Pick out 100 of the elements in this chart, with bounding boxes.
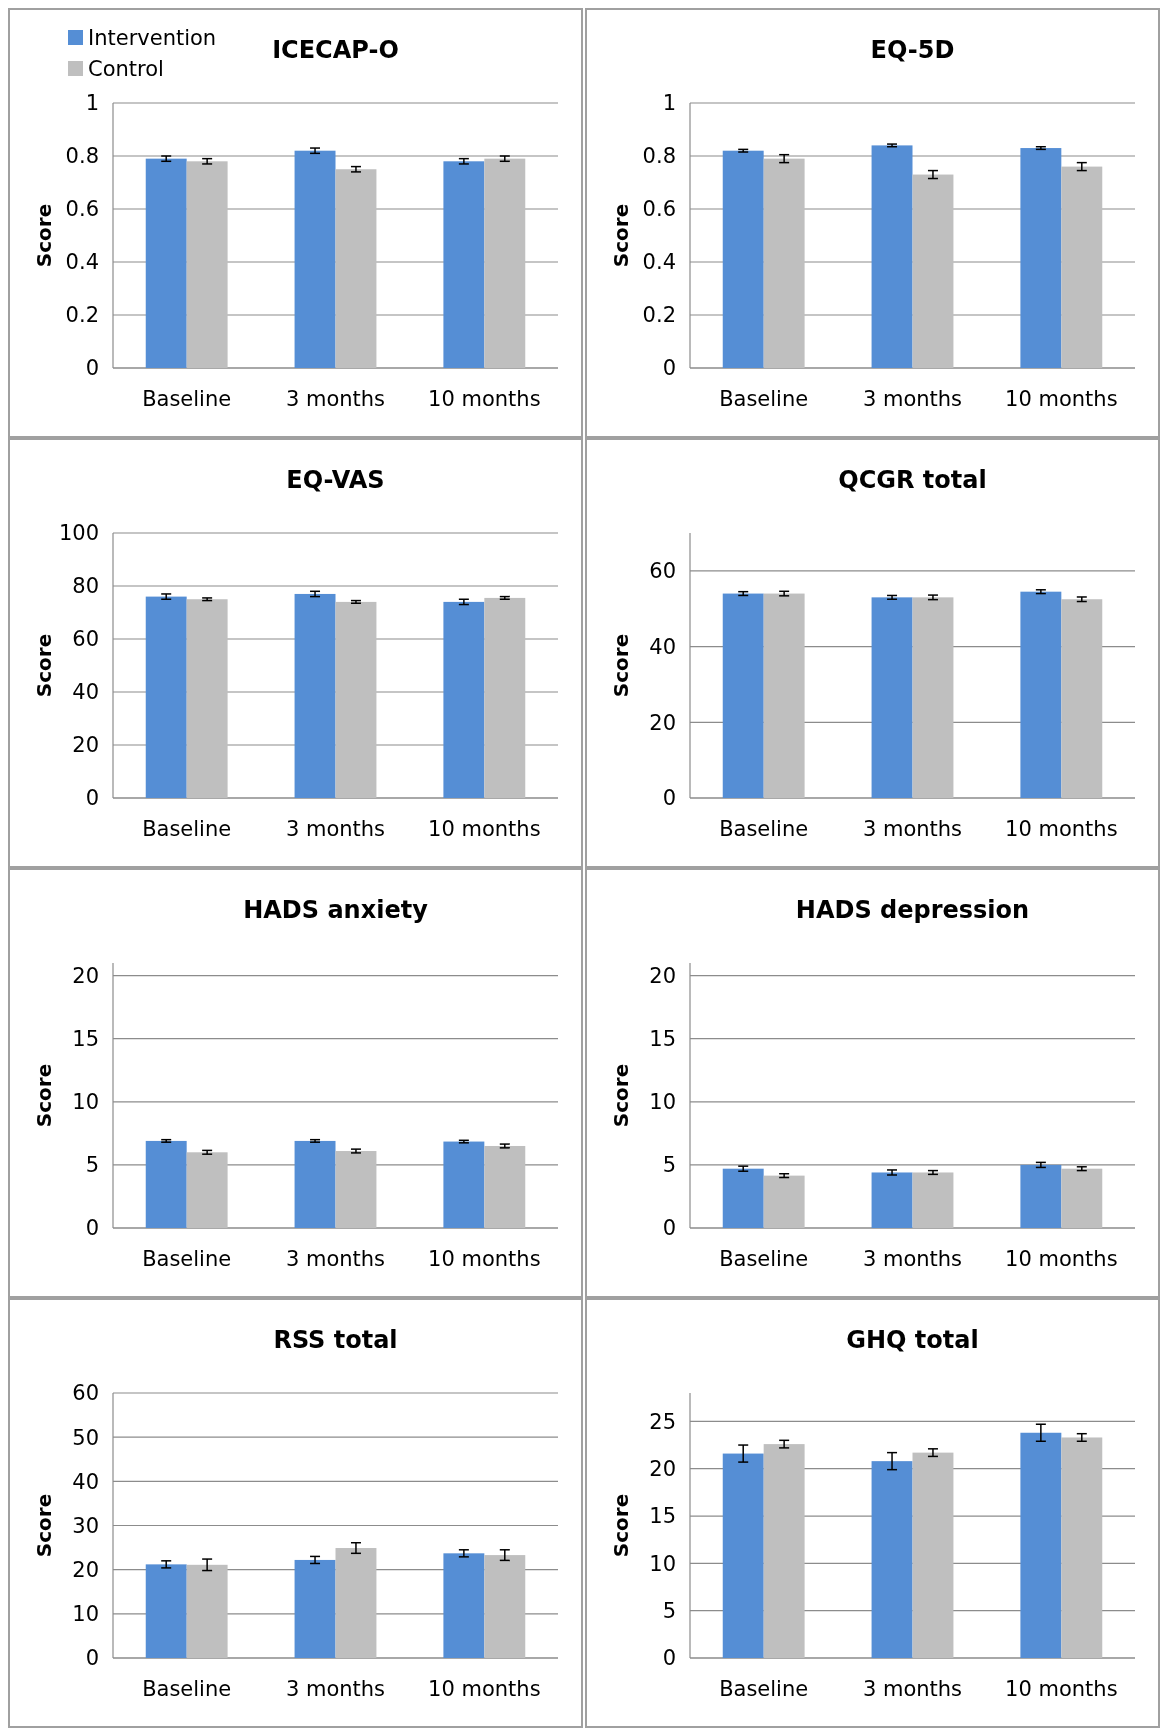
y-tick-label: 0 bbox=[85, 1216, 99, 1241]
y-tick-label: 0.8 bbox=[642, 144, 676, 169]
y-axis-title: Score bbox=[609, 633, 633, 698]
bar bbox=[1061, 1437, 1103, 1658]
legend-label: Intervention bbox=[88, 26, 217, 51]
x-tick-label: 3 months bbox=[285, 387, 386, 411]
chart-title: QCGR total bbox=[838, 466, 987, 494]
legend-label: Control bbox=[88, 57, 164, 82]
y-tick-label: 20 bbox=[72, 1558, 99, 1583]
y-tick-label: 30 bbox=[72, 1513, 99, 1538]
y-tick-label: 0.4 bbox=[642, 250, 676, 275]
x-tick-label: Baseline bbox=[142, 817, 232, 841]
y-tick-label: 0 bbox=[662, 786, 676, 811]
y-tick-label: 10 bbox=[649, 1090, 676, 1115]
x-tick-label: 10 months bbox=[428, 387, 541, 411]
x-tick-label: Baseline bbox=[719, 817, 809, 841]
bar bbox=[1061, 166, 1103, 368]
y-tick-label: 20 bbox=[72, 963, 99, 988]
y-tick-label: 60 bbox=[72, 1381, 99, 1406]
bar bbox=[1020, 148, 1062, 368]
bar bbox=[871, 145, 913, 368]
y-tick-label: 10 bbox=[72, 1090, 99, 1115]
chart-title: ICECAP-O bbox=[272, 36, 399, 64]
bar bbox=[722, 1453, 764, 1658]
bar bbox=[443, 601, 485, 798]
y-tick-label: 20 bbox=[649, 963, 676, 988]
y-tick-label: 0.2 bbox=[642, 303, 676, 328]
x-tick-label: 3 months bbox=[285, 817, 386, 841]
y-tick-label: 40 bbox=[649, 634, 676, 659]
y-tick-label: 20 bbox=[649, 1457, 676, 1482]
x-tick-label: 10 months bbox=[428, 817, 541, 841]
x-tick-label: 10 months bbox=[1005, 1247, 1118, 1271]
y-tick-label: 50 bbox=[72, 1425, 99, 1450]
x-tick-label: 3 months bbox=[862, 1247, 963, 1271]
x-tick-label: 10 months bbox=[1005, 817, 1118, 841]
chart-title: GHQ total bbox=[846, 1326, 979, 1354]
y-tick-label: 5 bbox=[85, 1153, 99, 1178]
y-axis-title: Score bbox=[32, 1493, 56, 1558]
bar bbox=[763, 1444, 805, 1658]
chart-title: EQ-5D bbox=[870, 36, 955, 64]
chart-title: EQ-VAS bbox=[286, 466, 385, 494]
y-tick-label: 1 bbox=[85, 91, 99, 116]
y-tick-label: 15 bbox=[649, 1027, 676, 1052]
y-tick-label: 1 bbox=[662, 91, 676, 116]
y-tick-label: 0.2 bbox=[65, 303, 99, 328]
y-tick-label: 0.6 bbox=[642, 197, 676, 222]
y-tick-label: 100 bbox=[58, 521, 99, 546]
y-tick-label: 80 bbox=[72, 574, 99, 599]
x-tick-label: 3 months bbox=[285, 1247, 386, 1271]
x-tick-label: Baseline bbox=[142, 1677, 232, 1701]
y-tick-label: 0 bbox=[662, 1216, 676, 1241]
bar bbox=[335, 601, 377, 798]
y-tick-label: 40 bbox=[72, 680, 99, 705]
bar bbox=[912, 174, 954, 368]
y-tick-label: 0 bbox=[85, 786, 99, 811]
x-tick-label: 10 months bbox=[428, 1677, 541, 1701]
y-tick-label: 10 bbox=[649, 1551, 676, 1576]
y-tick-label: 0.8 bbox=[65, 144, 99, 169]
y-tick-label: 25 bbox=[649, 1409, 676, 1434]
y-tick-label: 0 bbox=[85, 1646, 99, 1671]
bar bbox=[912, 1452, 954, 1658]
bar bbox=[1020, 1432, 1062, 1658]
y-tick-label: 40 bbox=[72, 1469, 99, 1494]
y-axis-title: Score bbox=[609, 203, 633, 268]
bar bbox=[871, 1461, 913, 1658]
y-axis-title: Score bbox=[609, 1493, 633, 1558]
x-tick-label: Baseline bbox=[142, 1247, 232, 1271]
y-tick-label: 20 bbox=[649, 710, 676, 735]
y-tick-label: 60 bbox=[649, 559, 676, 584]
x-tick-label: Baseline bbox=[719, 1677, 809, 1701]
y-axis-title: Score bbox=[609, 1063, 633, 1128]
y-tick-label: 15 bbox=[72, 1027, 99, 1052]
y-tick-label: 15 bbox=[649, 1504, 676, 1529]
x-tick-label: 3 months bbox=[285, 1677, 386, 1701]
x-tick-label: 3 months bbox=[862, 1677, 963, 1701]
y-tick-label: 0 bbox=[85, 356, 99, 381]
bar bbox=[763, 158, 805, 368]
y-tick-label: 0.4 bbox=[65, 250, 99, 275]
y-tick-label: 60 bbox=[72, 627, 99, 652]
x-tick-label: 3 months bbox=[862, 387, 963, 411]
bar bbox=[484, 597, 526, 798]
y-tick-label: 5 bbox=[662, 1599, 676, 1624]
bar bbox=[722, 150, 764, 368]
y-tick-label: 20 bbox=[72, 733, 99, 758]
x-tick-label: Baseline bbox=[719, 1247, 809, 1271]
bar bbox=[145, 596, 187, 798]
y-axis-title: Score bbox=[32, 633, 56, 698]
x-tick-label: Baseline bbox=[142, 387, 232, 411]
x-tick-label: 10 months bbox=[1005, 387, 1118, 411]
x-tick-label: Baseline bbox=[719, 387, 809, 411]
chart-title: HADS anxiety bbox=[243, 896, 429, 924]
chart-title: RSS total bbox=[273, 1326, 398, 1354]
bar bbox=[186, 599, 228, 798]
y-tick-label: 5 bbox=[662, 1153, 676, 1178]
x-tick-label: 10 months bbox=[428, 1247, 541, 1271]
x-tick-label: 10 months bbox=[1005, 1677, 1118, 1701]
y-tick-label: 0 bbox=[662, 356, 676, 381]
chart-title: HADS depression bbox=[795, 896, 1030, 924]
y-tick-label: 0 bbox=[662, 1646, 676, 1671]
y-tick-label: 0.6 bbox=[65, 197, 99, 222]
